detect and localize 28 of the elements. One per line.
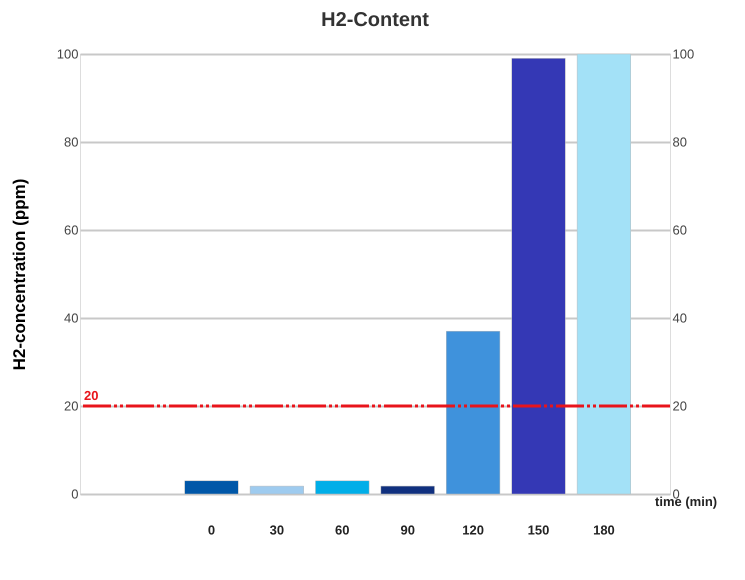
ref-line-label: 20 [84, 388, 98, 403]
x-tick-label: 30 [270, 522, 284, 538]
y-tick-label: 80 [64, 134, 78, 150]
y2-tick-label: 20 [672, 398, 687, 414]
chart-title: H2-Content [321, 9, 430, 31]
bar [446, 330, 500, 494]
y2-tick-label: 100 [672, 46, 694, 62]
y-tick-label: 20 [64, 398, 78, 414]
y2-tick-label: 60 [672, 222, 687, 238]
y2-tick-label: 80 [672, 134, 687, 150]
x-tick-label: 60 [335, 522, 350, 538]
x-tick-label: 0 [208, 522, 216, 538]
x-tick-label: 90 [400, 522, 415, 538]
y-tick-label: 100 [56, 46, 78, 62]
bar [250, 486, 304, 494]
bar [576, 54, 632, 494]
x-tick-label: 180 [593, 522, 615, 538]
bar [511, 58, 566, 494]
bar [380, 486, 435, 494]
x-tick-label: 120 [462, 522, 484, 538]
bar [184, 480, 239, 494]
x-tick-label: 150 [528, 522, 550, 538]
y-tick-label: 40 [64, 310, 78, 326]
y-tick-label: 60 [64, 222, 78, 238]
y2-tick-label: 40 [672, 310, 687, 326]
y-tick-label: 0 [71, 486, 78, 502]
bar [315, 480, 370, 494]
y-axis-title: H2-concentration (ppm) [10, 178, 29, 370]
